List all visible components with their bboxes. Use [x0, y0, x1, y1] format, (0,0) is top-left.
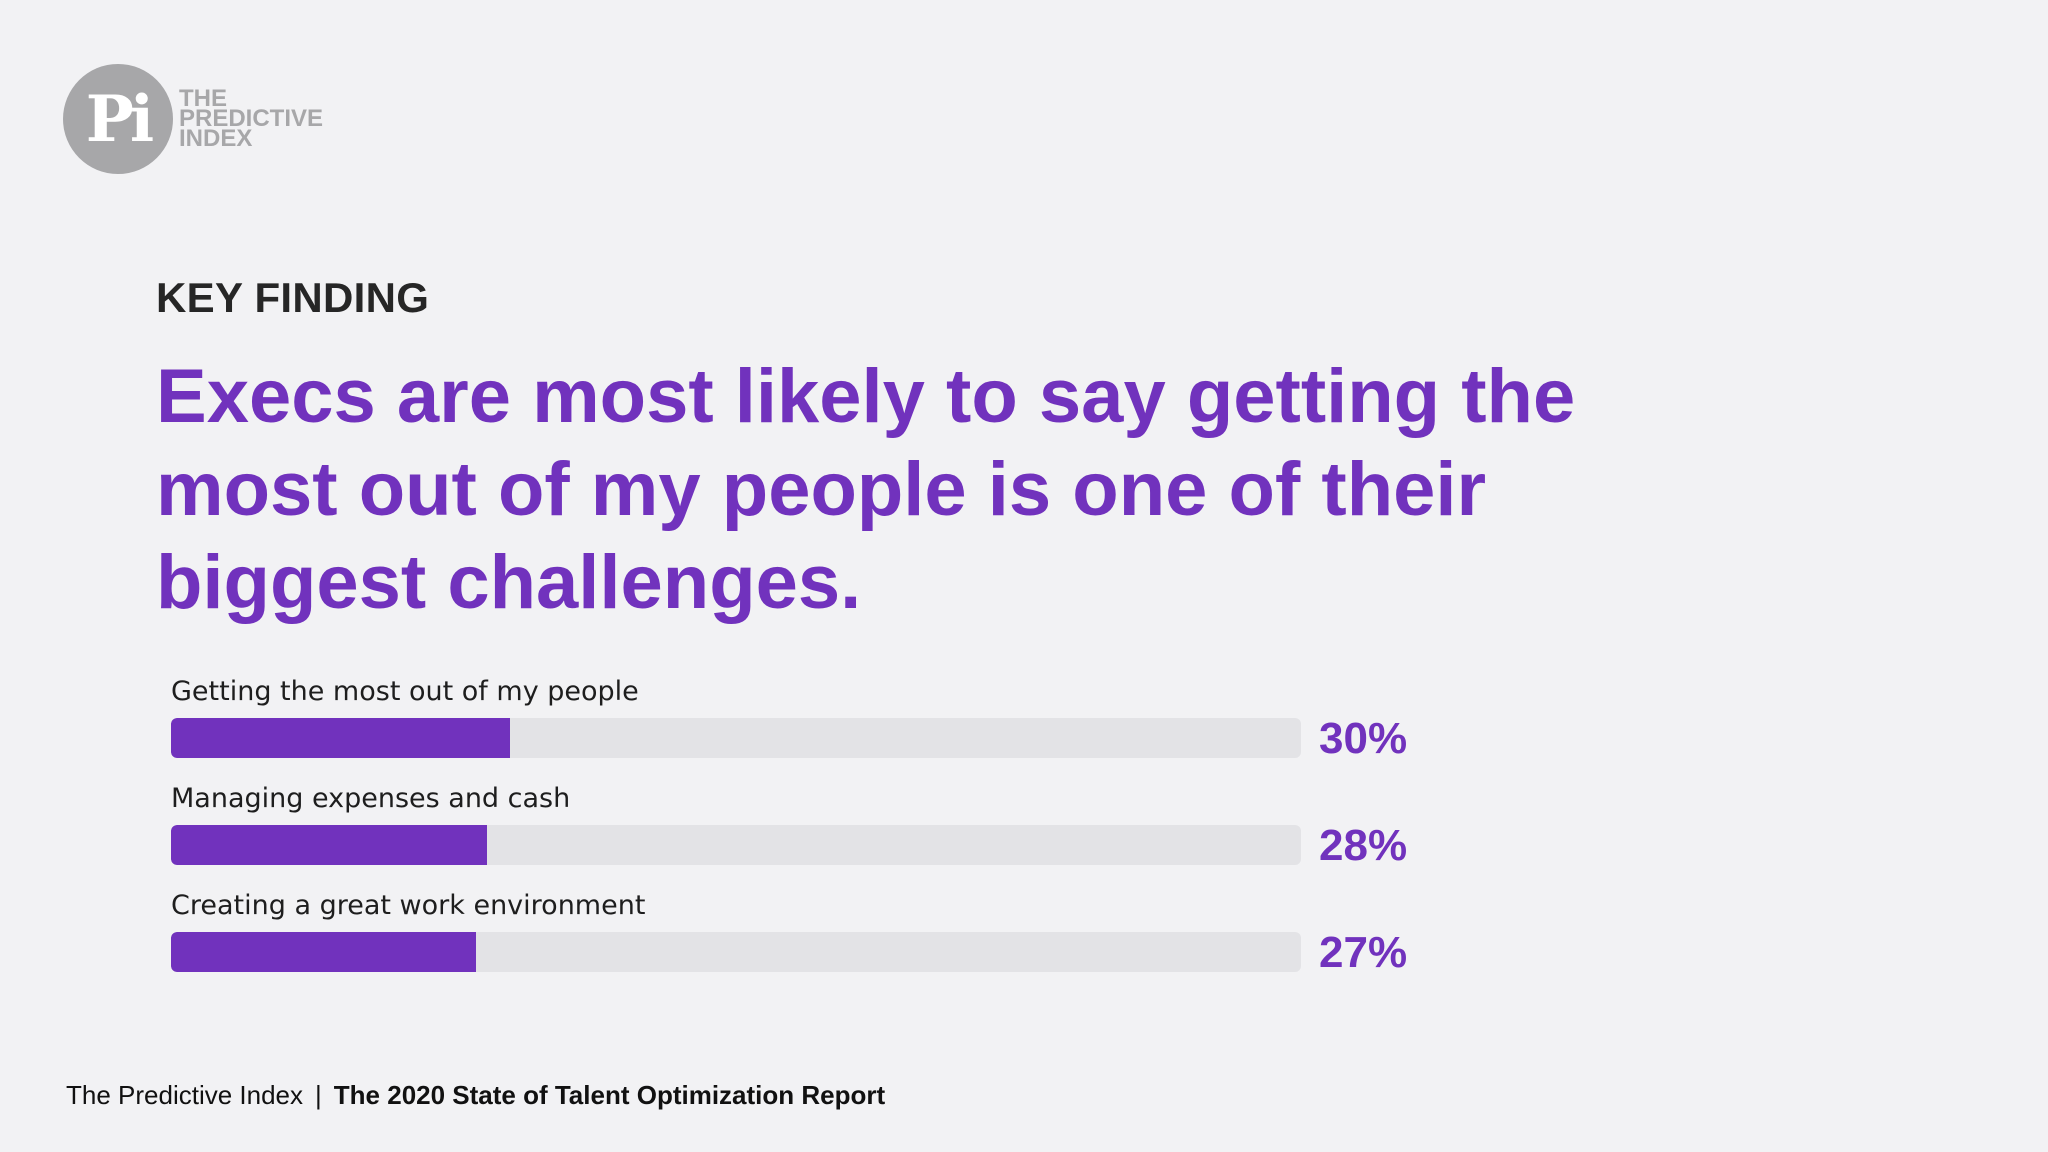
bar-chart: Getting the most out of my people 30% Mana…	[171, 676, 1471, 997]
bar-label: Managing expenses and cash	[171, 783, 571, 814]
logo-line: PREDICTIVE	[179, 105, 324, 132]
footer: The Predictive Index | The 2020 State of T…	[66, 1080, 885, 1111]
footer-separator: |	[315, 1080, 322, 1110]
logo-wordmark: THE PREDICTIVE INDEX	[179, 85, 324, 152]
key-finding-label: KEY FINDING	[156, 274, 430, 321]
bar-row: Getting the most out of my people 30%	[171, 676, 1471, 783]
bar-fill	[171, 932, 477, 972]
bar-row: Managing expenses and cash 28%	[171, 783, 1471, 890]
bar-fill	[171, 825, 488, 865]
bar-track	[171, 718, 1301, 758]
logo-mark: Pi	[63, 64, 173, 174]
logo-line: THE	[179, 85, 227, 112]
bar-value-label: 30%	[1319, 714, 1408, 763]
footer-org: The Predictive Index	[66, 1080, 304, 1110]
bar-value-label: 27%	[1319, 928, 1408, 977]
bar-label: Creating a great work environment	[171, 890, 646, 921]
headline: Execs are most likely to say getting the…	[156, 354, 1576, 625]
bar-track	[171, 825, 1301, 865]
logo: Pi THE PREDICTIVE INDEX	[63, 64, 323, 174]
bar-track	[171, 932, 1301, 972]
bar-label: Getting the most out of my people	[171, 676, 639, 707]
footer-report-title: The 2020 State of Talent Optimization Re…	[333, 1080, 886, 1110]
bar-fill	[171, 718, 510, 758]
bar-row: Creating a great work environment 27%	[171, 890, 1471, 997]
logo-line: INDEX	[179, 125, 253, 152]
bar-value-label: 28%	[1319, 821, 1408, 870]
